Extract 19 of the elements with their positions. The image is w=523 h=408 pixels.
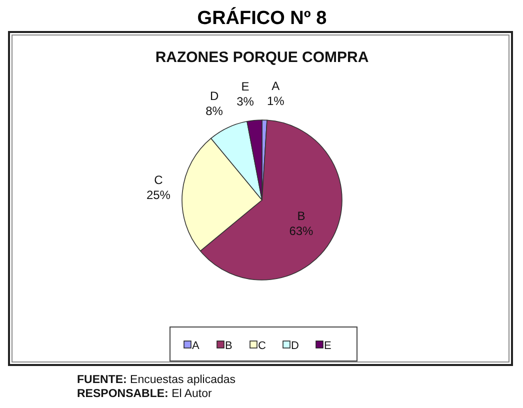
chart-title: GRÁFICO Nº 8	[197, 7, 327, 29]
data-label: 3%	[236, 94, 254, 108]
slice-label: D	[210, 88, 219, 103]
legend-label: E	[324, 340, 332, 352]
data-label: 25%	[146, 188, 171, 202]
data-label: 8%	[206, 104, 224, 118]
chart-subtitle: RAZONES PORQUE COMPRA	[155, 49, 369, 66]
slice-label: B	[297, 208, 306, 223]
source-note: FUENTE: Encuestas aplicadas	[77, 374, 236, 386]
slice-label: E	[241, 79, 250, 94]
legend-label: B	[225, 340, 232, 352]
legend-label: A	[192, 340, 200, 352]
text: RESPONSABLE: El Autor	[77, 388, 212, 400]
slice-label: A	[272, 79, 280, 94]
legend-label: D	[291, 340, 299, 352]
legend-label: C	[258, 340, 266, 352]
data-label: 63%	[289, 224, 314, 238]
slice-label: C	[154, 173, 164, 188]
data-label: 1%	[266, 94, 285, 108]
